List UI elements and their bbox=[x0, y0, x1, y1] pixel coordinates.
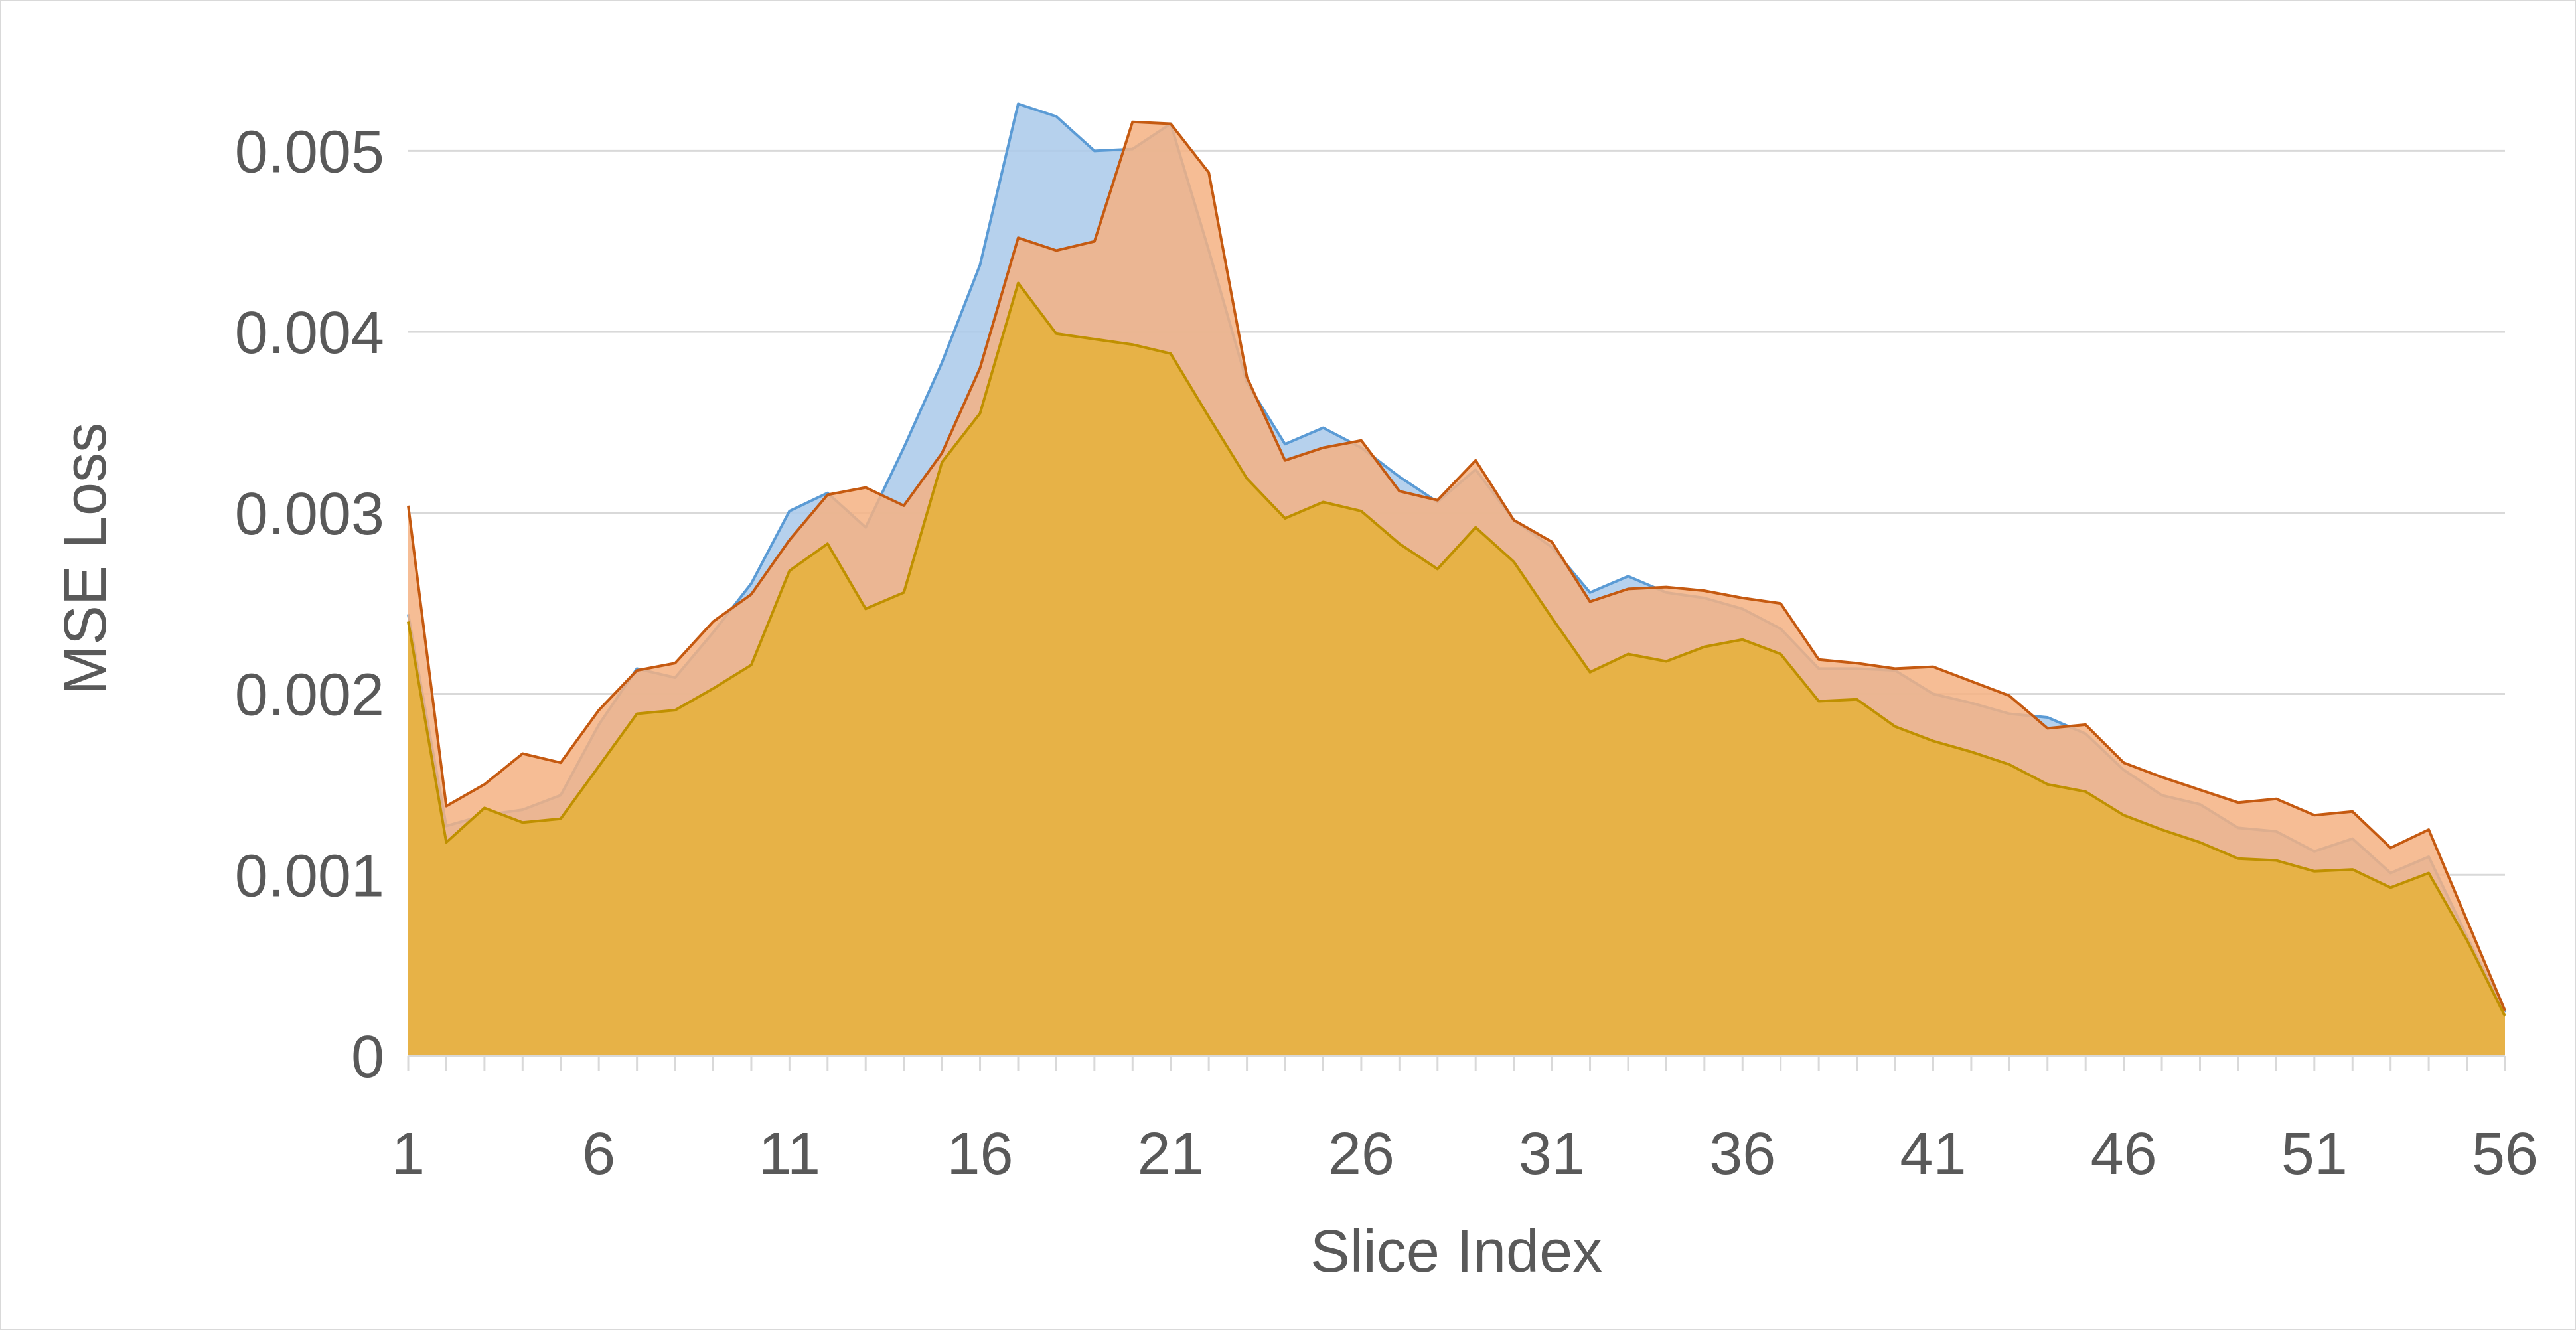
x-tick-label: 31 bbox=[1519, 1121, 1585, 1187]
x-tick-label: 21 bbox=[1138, 1121, 1204, 1187]
x-axis-title: Slice Index bbox=[1310, 1219, 1602, 1285]
x-tick-label: 56 bbox=[2472, 1121, 2538, 1187]
x-tick-label: 26 bbox=[1328, 1121, 1395, 1187]
x-tick-label: 1 bbox=[392, 1121, 425, 1187]
y-axis-title: MSE Loss bbox=[52, 423, 119, 695]
x-tick-label: 36 bbox=[1709, 1121, 1776, 1187]
x-tick-label: 41 bbox=[1900, 1121, 1966, 1187]
y-axis: 0 0.001 0.002 0.003 0.004 0.005 bbox=[235, 119, 384, 1090]
plot-area bbox=[407, 102, 2506, 1057]
x-tick-label: 51 bbox=[2281, 1121, 2348, 1187]
x-tick-label: 6 bbox=[582, 1121, 615, 1187]
series-2-line bbox=[407, 120, 2506, 1011]
x-axis-ticks: 1 6 11 16 21 26 31 36 41 46 51 56 bbox=[392, 1121, 2538, 1187]
series-3-line bbox=[407, 281, 2506, 1017]
y-tick-label: 0.003 bbox=[235, 481, 384, 548]
y-tick-label: 0 bbox=[351, 1024, 384, 1090]
x-tick-label: 46 bbox=[2091, 1121, 2157, 1187]
y-tick-label: 0.005 bbox=[235, 119, 384, 185]
y-tick-label: 0.004 bbox=[235, 300, 384, 366]
series-3-area bbox=[408, 283, 2505, 1056]
x-tick-label: 11 bbox=[759, 1121, 820, 1187]
x-axis bbox=[407, 1055, 2506, 1071]
y-tick-label: 0.001 bbox=[235, 843, 384, 909]
y-tick-label: 0.002 bbox=[235, 662, 384, 729]
x-tick-label: 16 bbox=[947, 1121, 1013, 1187]
